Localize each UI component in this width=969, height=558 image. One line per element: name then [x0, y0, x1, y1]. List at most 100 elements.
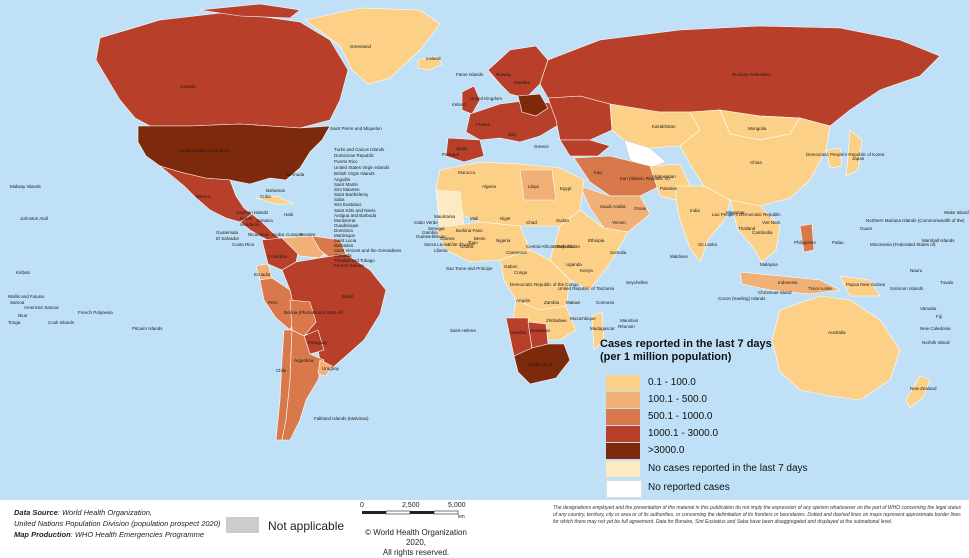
label-niue: Niue [18, 313, 28, 318]
label-viet-nam: Viet Nam [762, 220, 781, 225]
map-canvas [95, 3, 941, 441]
copyright-line-2: All rights reserved. [382, 548, 450, 557]
label-guinea-bissau: Guinea-Bissau [416, 234, 446, 239]
label-bahamas: Bahamas [266, 188, 286, 193]
region-australia [771, 295, 901, 401]
label-fiji: Fiji [936, 314, 942, 319]
label-new-zealand: New Zealand [910, 386, 937, 391]
region-middle-east [573, 155, 661, 197]
label-png: Papua New Guinea [846, 282, 886, 287]
label-drc: Democratic Republic of the Congo [510, 282, 579, 287]
label-angola: Angola [516, 298, 531, 303]
label-brazil: Brazil [342, 294, 354, 299]
scale-mid: 2,500 [402, 502, 420, 509]
label-turks: Turks and Caicos Islands [334, 147, 385, 152]
region-argentina [281, 329, 325, 441]
label-vanuatu: Vanuatu [920, 306, 937, 311]
region-western-sahara [435, 189, 465, 229]
label-australia: Australia [828, 330, 846, 335]
label-sweden: Sweden [514, 80, 531, 85]
label-gabon: Gabon [504, 264, 518, 269]
label-saint-martin: Saint Martin [334, 182, 359, 187]
label-trinidad: Trinidad and Tobago [334, 258, 375, 263]
region-indonesia [739, 271, 842, 295]
scale-bar-graphic [362, 510, 459, 515]
label-ireland: Ireland [452, 102, 466, 107]
region-arctic-islands [199, 3, 301, 19]
label-saudi-arabia: Saudi Arabia [600, 204, 626, 209]
label-south-sudan: South Sudan [554, 244, 581, 249]
label-lao: Lao People's Democratic Republic [712, 212, 781, 217]
label-seychelles: Seychelles [626, 280, 648, 285]
label-sudan: Sudan [556, 218, 570, 223]
label-grenada: Grenada [334, 253, 352, 258]
legend-label: No reported cases [648, 482, 730, 493]
label-sao-tome: Sao Tome and Principe [446, 266, 493, 271]
label-indonesia: Indonesia [778, 280, 798, 285]
region-libya [519, 169, 557, 201]
label-french-guiana: French Guiana [334, 263, 364, 268]
legend-subtitle: (per 1 million population) [600, 351, 732, 363]
region-uruguay [317, 359, 333, 377]
label-mauritius: Mauritius [620, 318, 639, 323]
label-japan: Japan [852, 156, 865, 161]
label-ethiopia: Ethiopia [588, 238, 605, 243]
data-source-line: Data Source: World Health Organization, [14, 508, 152, 517]
scale-unit: km [458, 514, 465, 520]
region-se-asia [729, 199, 781, 263]
label-comoros: Comoros [596, 300, 615, 305]
region-new-zealand [905, 375, 931, 409]
label-cayman: Cayman Islands [236, 210, 269, 215]
label-bolivia: Bolivia (Plurinational State of) [284, 310, 344, 315]
label-usvi: United States Virgin Islands [334, 165, 390, 170]
label-somalia: Somalia [610, 250, 627, 255]
map-legend: Cases reported in the last 7 days (per 1… [600, 338, 810, 364]
map-production-label: Map Production [14, 530, 71, 539]
not-applicable-swatch [226, 517, 259, 533]
label-france: France [476, 122, 491, 127]
label-guinea: Guinea [440, 236, 455, 241]
label-mongolia: Mongolia [748, 126, 767, 131]
label-malaysia: Malaysia [760, 262, 778, 267]
label-pitcairn: Pitcairn Islands [132, 326, 163, 331]
label-zambia: Zambia [544, 300, 560, 305]
label-uk: United Kingdom [470, 96, 503, 101]
region-china [679, 109, 831, 207]
label-anguilla: Anguilla [334, 177, 351, 182]
label-nigeria: Nigeria [496, 238, 511, 243]
map-production-line: Map Production: WHO Health Emergencies P… [14, 530, 204, 539]
world-map: Canada Greenland Iceland United States o… [0, 0, 969, 500]
label-liberia: Liberia [434, 248, 448, 253]
label-tonga: Tonga [8, 320, 21, 325]
label-cabo-verde: Cabo Verde [414, 220, 438, 225]
label-uruguay: Uruguay [322, 366, 340, 371]
region-philippines [799, 223, 815, 253]
label-sri-lanka: Sri Lanka [698, 242, 718, 247]
label-thailand: Thailand [738, 226, 756, 231]
legend-label: 0.1 - 100.0 [648, 377, 696, 388]
label-martinique: Martinique [334, 233, 356, 238]
label-mauritania: Mauritania [434, 214, 456, 219]
label-northern-mariana: Northern Mariana Islands (Commonwealth o… [866, 218, 965, 223]
label-egypt: Egypt [560, 186, 572, 191]
label-dprk: Democratic People's Republic of Korea [806, 152, 885, 157]
region-canada [95, 11, 349, 129]
legend-label: 1000.1 - 3000.0 [648, 428, 719, 439]
label-american-samoa: American Samoa [24, 305, 59, 310]
copyright: © World Health Organization 2020, All ri… [356, 528, 476, 558]
label-libya: Libya [528, 184, 539, 189]
label-antigua: Antigua and Barbuda [334, 213, 377, 218]
label-bermuda: Bermuda [286, 172, 305, 177]
label-cook: Cook Islands [48, 320, 75, 325]
legend-swatch [606, 375, 640, 391]
label-kiribati: Kiribati [16, 270, 30, 275]
label-burkina-faso: Burkina Faso [456, 228, 483, 233]
label-argentina: Argentina [294, 358, 314, 363]
region-iberia [445, 137, 485, 163]
label-morocco: Morocco [458, 170, 476, 175]
label-cuba: Cuba [260, 194, 271, 199]
region-greenland [304, 7, 441, 85]
label-ghana: Ghana [460, 244, 474, 249]
label-madagascar: Madagascar [590, 326, 615, 331]
label-south-africa: South Africa [528, 362, 553, 367]
